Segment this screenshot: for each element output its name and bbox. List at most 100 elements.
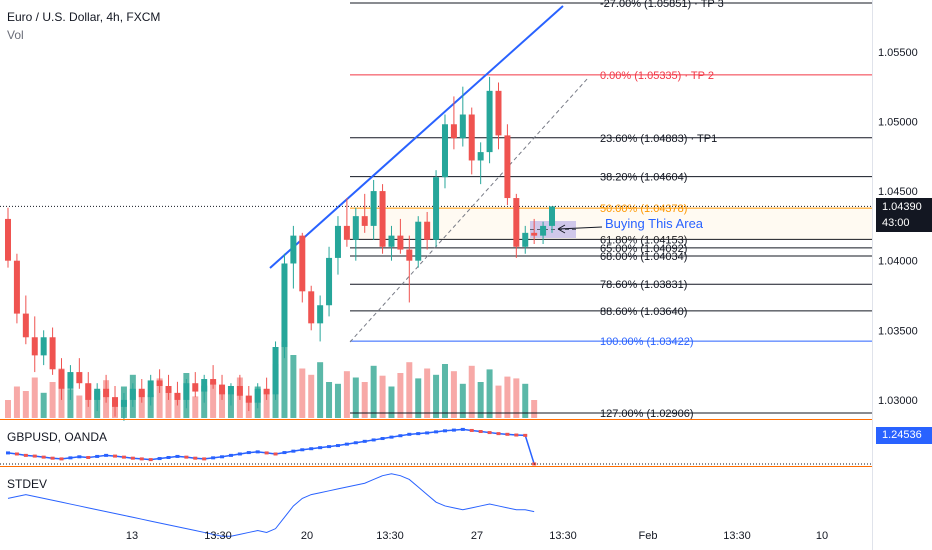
gbpusd-bar [220,455,225,459]
candle-body [415,221,422,261]
fib-level-label: 127.00% (1.02906) [600,408,694,420]
candle-body [40,337,47,356]
volume-bar [76,395,83,418]
gbpusd-bar [496,432,501,436]
volume-bar [192,396,199,418]
price-tick-label: 1.04500 [878,186,918,198]
candlesticks [5,76,555,421]
candle-body [281,263,288,348]
candle-body [94,388,101,400]
symbol-title[interactable]: Euro / U.S. Dollar, 4h, FXCM [7,10,161,24]
volume-bar [219,391,226,418]
volume-bar [147,394,154,418]
volume-bar [343,371,350,418]
candle-body [486,90,493,153]
candle-body [326,257,333,306]
fib-level-label: 0.00% (1.05335) · TP 2 [600,70,714,82]
fib-level-label: -27.00% (1.05851) · TP 3 [600,0,724,10]
candle-body [540,225,547,236]
gbpusd-bar [86,455,91,459]
fib-level-label: 68.00% (1.04034) [600,251,687,263]
candle-body [370,191,377,226]
fib-level-label: 38.20% (1.04604) [600,172,687,184]
volume-bar [522,383,529,418]
volume-bar [415,378,422,418]
gbpusd-bar [273,452,278,456]
candle-body [49,337,56,370]
volume-bar [138,391,145,418]
gbpusd-bar [460,427,465,431]
volume-bar [459,383,466,418]
candle-body [236,385,243,396]
candle-body [147,380,154,398]
gbpusd-price-tag: 1.24536 [876,427,932,444]
gbpusd-bar [398,434,403,438]
candle-body [85,383,92,400]
gbpusd-bar [68,456,73,460]
annotation-arrow-shaft [557,226,603,230]
stdev-legend[interactable]: STDEV [7,477,48,491]
candle-body [5,218,11,261]
time-tick-label: Feb [639,530,658,542]
gbpusd-bar [478,430,483,434]
volume-bar [263,389,270,418]
candle-body [272,347,279,395]
price-tick-label: 1.05500 [878,47,918,59]
candle-body [522,232,529,247]
gbpusd-bar [6,451,10,455]
lower-panes: 0.00500 [0,419,932,537]
fibonacci-retracement[interactable]: -27.00% (1.05851) · TP 3 0.00% (1.05335) … [350,0,872,420]
candle-body [317,305,324,324]
gbpusd-bar [371,438,376,442]
volume-bar [504,376,511,418]
fib-level-label: 65.00% (1.04092) [600,243,687,255]
candle-body [513,198,520,247]
candle-body [441,124,448,178]
candle-body [433,177,440,240]
buying-area-annotation[interactable]: Buying This Area [605,216,704,231]
candle-body [227,385,234,395]
volume-bar [495,385,502,418]
time-tick-label: 13 [126,530,138,542]
price-tick-label: 1.03500 [878,325,918,337]
volume-bar [334,383,341,418]
gbpusd-bar [469,428,474,432]
fib-level-label: 23.60% (1.04883) · TP1 [600,133,717,145]
candle-body [397,235,404,250]
candle-body [308,291,315,324]
volume-bar [13,386,20,418]
gbpusd-bar [442,429,447,433]
volume-bar [22,391,29,418]
candle-body [549,206,555,226]
candle-body [219,384,226,395]
current-price-tag: 1.04390 43:00 [876,198,932,232]
gbpusd-bar [95,454,100,458]
gbpusd-bar [327,445,332,449]
volume-bar [165,388,172,418]
gbpusd-bar [362,439,367,443]
gbpusd-bar [353,441,358,445]
gbpusd-bar [148,458,153,462]
candle-body [13,260,20,314]
volume-bar [379,375,386,418]
volume-bar [433,374,440,418]
time-tick-label: 20 [301,530,313,542]
volume-legend[interactable]: Vol [7,28,24,42]
volume-bar [317,362,324,418]
gbpusd-bar [291,449,296,453]
gbpusd-bar [487,431,492,435]
candle-body [504,135,511,199]
candle-body [192,383,199,392]
gbpusd-bar [175,454,180,458]
volume-bar [352,377,359,418]
volume-bar [450,371,457,418]
volume-bar [424,368,431,418]
time-tick-label: 13:30 [204,530,232,542]
gbpusd-legend[interactable]: GBPUSD, OANDA [7,430,108,444]
gbpusd-bar [139,457,144,461]
candle-body [254,388,261,403]
candle-body [156,380,163,386]
gbpusd-bar [237,452,242,456]
gbpusd-bar [193,456,198,460]
